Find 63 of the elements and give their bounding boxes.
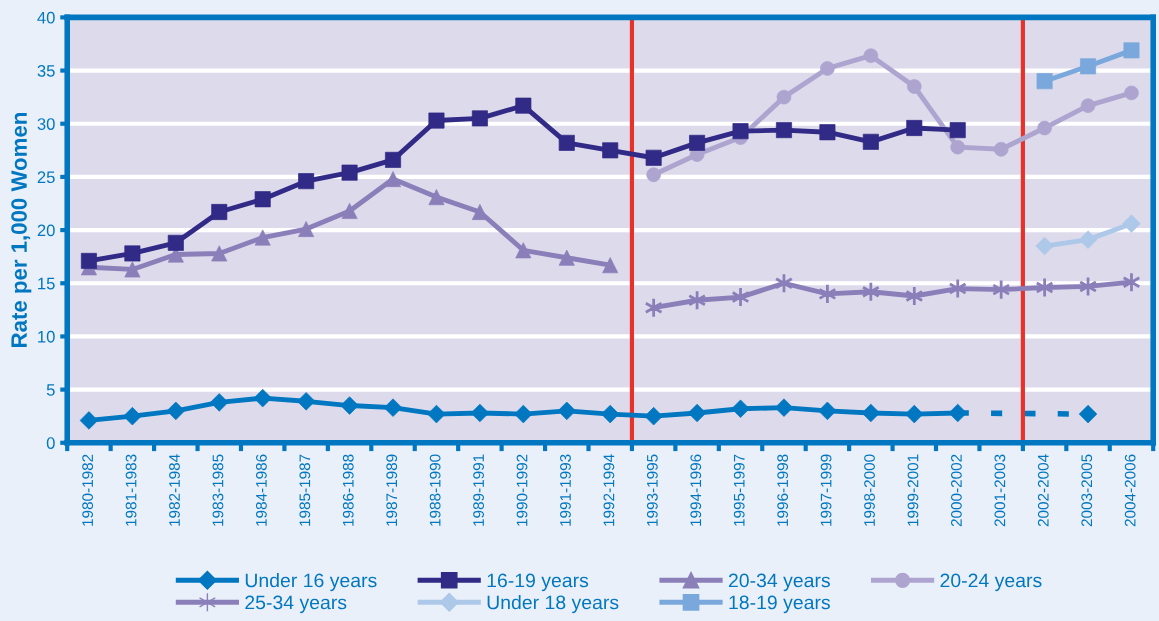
legend-label: 20-34 years [728, 573, 830, 592]
x-tick-label: 1993-1995 [646, 454, 658, 526]
y-tick-label: 40 [37, 11, 55, 24]
x-tick-label: 1994-1996 [690, 454, 702, 526]
point [948, 403, 967, 423]
point [774, 398, 794, 417]
point [211, 245, 228, 262]
x-tick-label: 1992-1994 [603, 454, 615, 526]
legend-label: Under 16 years [245, 573, 377, 592]
x-tick-label: 1997-1999 [820, 454, 832, 526]
x-tick-label: 1981-1983 [125, 454, 137, 526]
x-tick-label: 1999-2001 [907, 454, 919, 526]
y-tick-label: 10 [38, 330, 55, 343]
x-tick-label: 1996-1998 [777, 454, 789, 526]
point [253, 388, 272, 408]
point [731, 286, 750, 308]
point [427, 404, 446, 424]
y-tick-label: 25 [37, 171, 55, 184]
x-tick-label: 2002-2004 [1037, 454, 1049, 527]
y-tick-label: 15 [38, 277, 55, 290]
x-tick-label: 2003-2005 [1081, 454, 1093, 527]
point [385, 151, 402, 168]
x-tick-label: 1982-1984 [169, 454, 180, 526]
legend-label: 25-34 years [245, 595, 347, 614]
point [731, 399, 750, 418]
x-tick-label: 1990-1992 [516, 454, 528, 526]
x-tick-label: 2000-2002 [951, 454, 962, 527]
point [906, 120, 923, 136]
point [1080, 58, 1097, 75]
x-tick-label: 1980-1982 [82, 454, 94, 526]
point [211, 204, 228, 220]
point [905, 285, 924, 307]
point [1035, 277, 1054, 298]
x-tick-label: 1988-1990 [429, 454, 441, 526]
x-tick-label: 1989-1991 [473, 454, 484, 526]
point [558, 134, 575, 151]
point [471, 204, 488, 220]
y-tick-label: 5 [46, 384, 55, 396]
x-tick-label: 1991-1993 [560, 454, 571, 526]
point [818, 401, 837, 421]
point [1078, 230, 1098, 249]
legend-label: 20-24 years [940, 573, 1042, 592]
x-tick-label: 1985-1987 [299, 454, 311, 526]
y-tick-label: 30 [37, 118, 55, 130]
x-tick-label: 1984-1986 [255, 454, 267, 526]
y-tick-label: 0 [46, 437, 55, 449]
point [602, 257, 619, 274]
x-tick-label: 2004-2006 [1124, 454, 1136, 527]
legend-label: 16-19 years [487, 573, 589, 592]
x-tick-label: 1998-2000 [864, 454, 875, 526]
x-tick-label: 1986-1988 [342, 454, 354, 526]
y-tick-label: 35 [37, 64, 55, 77]
x-tick-label: 2001-2003 [994, 454, 1006, 527]
point [428, 189, 445, 206]
y-axis-title: Rate per 1,000 Women [11, 113, 32, 347]
point [515, 242, 532, 259]
x-tick-label: 1995-1997 [733, 454, 745, 526]
legend-label: 18-19 years [729, 595, 830, 614]
x-tick-label: 1987-1989 [386, 454, 398, 526]
y-tick-label: 20 [37, 224, 55, 237]
point [818, 283, 837, 305]
legend-label: Under 18 years [487, 595, 619, 614]
x-tick-label: 1983-1985 [212, 454, 224, 526]
